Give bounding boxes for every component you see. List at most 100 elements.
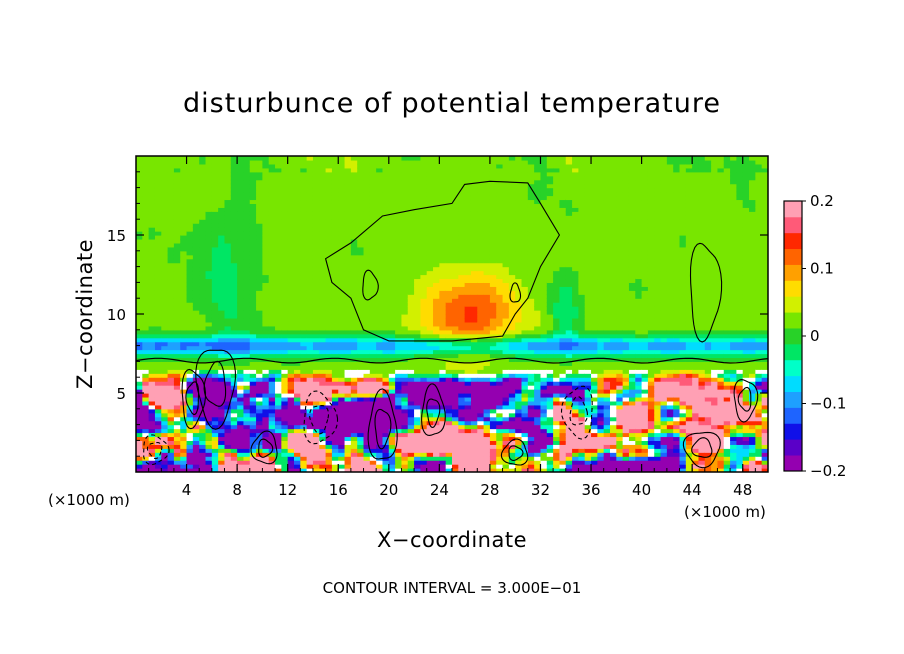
- heatmap-cell: [243, 341, 251, 347]
- heatmap-cell: [256, 167, 263, 173]
- heatmap-cell: [218, 250, 226, 256]
- heatmap-cell: [148, 223, 156, 228]
- heatmap-cell: [319, 416, 327, 422]
- heatmap-cell: [192, 408, 200, 414]
- heatmap-cell: [363, 432, 371, 438]
- heatmap-cell: [414, 167, 421, 173]
- heatmap-cell: [344, 464, 352, 469]
- heatmap-cell: [350, 163, 358, 169]
- heatmap-cell: [426, 238, 434, 244]
- heatmap-cell: [136, 393, 143, 398]
- heatmap-cell: [268, 219, 276, 224]
- heatmap-cell: [508, 211, 516, 216]
- heatmap-cell: [452, 456, 459, 461]
- heatmap-cell: [433, 294, 440, 299]
- heatmap-cell: [369, 325, 377, 331]
- heatmap-cell: [483, 156, 491, 161]
- heatmap-cell: [281, 396, 289, 402]
- heatmap-cell: [173, 266, 181, 272]
- heatmap-cell: [426, 408, 434, 414]
- heatmap-cell: [268, 171, 276, 177]
- heatmap-cell: [300, 215, 308, 220]
- heatmap-cell: [275, 377, 282, 382]
- heatmap-cell: [376, 361, 384, 366]
- heatmap-cell: [186, 227, 194, 232]
- heatmap-cell: [243, 270, 251, 276]
- heatmap-cell: [363, 314, 371, 319]
- heatmap-cell: [186, 242, 194, 248]
- heatmap-cell: [268, 412, 276, 418]
- heatmap-cell: [281, 420, 289, 426]
- heatmap-cell: [154, 373, 162, 378]
- heatmap-cell: [338, 195, 346, 201]
- heatmap-cell: [470, 353, 478, 359]
- heatmap-cell: [262, 436, 270, 441]
- heatmap-cell: [237, 262, 245, 268]
- heatmap-cell: [344, 456, 352, 461]
- heatmap-cell: [388, 163, 396, 169]
- heatmap-cell: [464, 381, 472, 386]
- heatmap-cell: [237, 215, 245, 220]
- heatmap-cell: [382, 302, 390, 307]
- heatmap-cell: [338, 278, 346, 283]
- heatmap-cell: [230, 235, 238, 240]
- heatmap-cell: [300, 468, 308, 472]
- heatmap-cell: [483, 290, 491, 295]
- heatmap-cell: [350, 294, 358, 299]
- heatmap-cell: [338, 286, 346, 291]
- heatmap-cell: [483, 191, 491, 197]
- heatmap-cell: [243, 448, 251, 453]
- heatmap-cell: [338, 159, 346, 165]
- heatmap-cell: [281, 227, 289, 232]
- heatmap-cell: [199, 432, 207, 438]
- heatmap-cell: [527, 389, 535, 394]
- heatmap-cell: [388, 460, 396, 465]
- heatmap-cell: [369, 219, 377, 224]
- heatmap-cell: [515, 361, 523, 366]
- heatmap-cell: [287, 337, 295, 343]
- heatmap-cell: [142, 341, 150, 347]
- heatmap-cell: [312, 227, 320, 232]
- heatmap-cell: [439, 460, 447, 465]
- heatmap-cell: [477, 282, 485, 287]
- heatmap-cell: [306, 428, 314, 434]
- heatmap-cell: [173, 317, 181, 323]
- heatmap-cell: [470, 203, 478, 208]
- heatmap-cell: [205, 215, 213, 220]
- heatmap-cell: [483, 464, 491, 469]
- heatmap-cell: [249, 191, 257, 197]
- heatmap-cell: [445, 440, 453, 445]
- heatmap-cell: [199, 163, 207, 169]
- heatmap-cell: [502, 171, 510, 177]
- heatmap-cell: [496, 420, 504, 426]
- heatmap-cell: [350, 337, 358, 343]
- heatmap-cell: [401, 460, 409, 465]
- heatmap-cell: [458, 242, 466, 248]
- heatmap-cell: [363, 361, 371, 366]
- heatmap-cell: [439, 235, 447, 240]
- heatmap-cell: [483, 231, 491, 236]
- heatmap-cell: [420, 365, 428, 370]
- heatmap-cell: [136, 329, 143, 335]
- heatmap-cell: [325, 373, 333, 378]
- heatmap-cell: [376, 242, 384, 248]
- heatmap-cell: [527, 448, 535, 453]
- heatmap-cell: [224, 266, 232, 272]
- heatmap-cell: [350, 416, 358, 422]
- heatmap-cell: [470, 183, 478, 189]
- heatmap-cell: [414, 385, 421, 390]
- heatmap-cell: [262, 298, 270, 303]
- heatmap-cell: [477, 167, 485, 173]
- chart-title: disturbunce of potential temperature: [183, 88, 721, 119]
- heatmap-cell: [306, 203, 314, 208]
- heatmap-cell: [464, 258, 472, 264]
- heatmap-cell: [350, 258, 358, 264]
- heatmap-cell: [445, 219, 453, 224]
- heatmap-cell: [306, 345, 314, 351]
- heatmap-cell: [395, 290, 403, 295]
- heatmap-cell: [230, 436, 238, 441]
- heatmap-cell: [256, 242, 263, 248]
- heatmap-cell: [395, 278, 403, 283]
- heatmap-cell: [426, 337, 434, 343]
- heatmap-cell: [477, 286, 485, 291]
